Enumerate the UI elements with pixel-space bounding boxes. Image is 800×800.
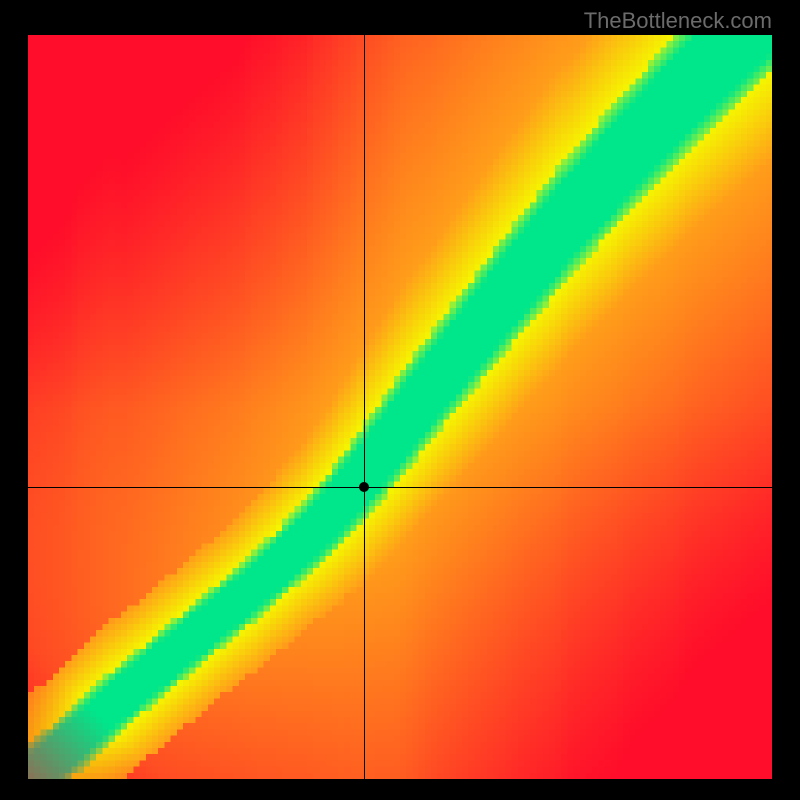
crosshair-horizontal bbox=[28, 487, 772, 488]
bottleneck-marker bbox=[359, 482, 369, 492]
watermark-text: TheBottleneck.com bbox=[584, 8, 772, 34]
heatmap-canvas bbox=[28, 35, 772, 779]
heatmap-plot bbox=[28, 35, 772, 779]
crosshair-vertical bbox=[364, 35, 365, 779]
